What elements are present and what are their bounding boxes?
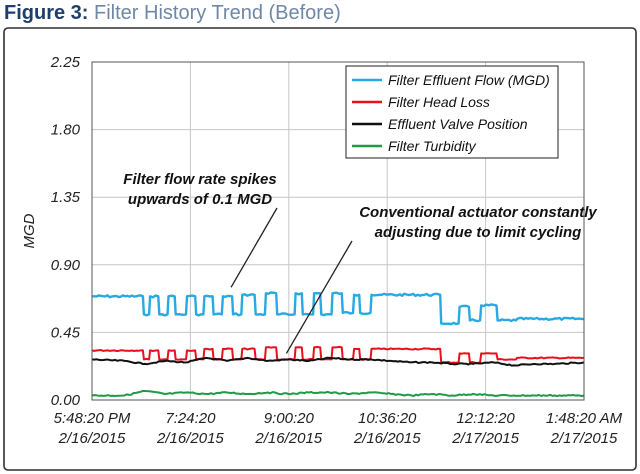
annotation-text: Conventional actuator constantly bbox=[359, 204, 597, 221]
x-tick-date: 2/16/2015 bbox=[58, 430, 126, 447]
x-tick-date: 2/16/2015 bbox=[254, 430, 322, 447]
annotation-leader-line bbox=[230, 207, 278, 288]
annotation-text: Filter flow rate spikes bbox=[123, 171, 276, 188]
y-tick-label: 1.80 bbox=[51, 122, 81, 139]
plot-area-border bbox=[91, 61, 585, 401]
x-tick-date: 2/16/2015 bbox=[156, 430, 224, 447]
series-line-filter-head-loss bbox=[91, 345, 585, 364]
series-lines bbox=[91, 291, 585, 398]
series-line-effluent-valve-position bbox=[91, 356, 585, 367]
axes: 0.00 0.45 0.90 1.35 1.80 2.25 5:48:20 PM 2/16/2… bbox=[21, 54, 623, 447]
legend: Filter Effluent Flow (MGD) Filter Head Lo… bbox=[345, 65, 559, 159]
x-tick-date: 2/17/2015 bbox=[550, 430, 618, 447]
series-line-filter-effluent-flow-mgd bbox=[92, 291, 585, 326]
y-tick-label: 1.35 bbox=[51, 189, 81, 206]
x-tick-time: 9:00:20 bbox=[264, 410, 315, 427]
y-tick-label: 0.90 bbox=[51, 257, 81, 274]
x-tick-time: 5:48:20 PM bbox=[54, 410, 131, 427]
x-tick-time: 12:12:20 bbox=[456, 410, 515, 427]
x-tick-date: 2/17/2015 bbox=[451, 430, 519, 447]
figure-caption: Figure 3: Filter History Trend (Before) bbox=[4, 0, 341, 26]
annotations: Filter flow rate spikes upwards of 0.1 MG… bbox=[123, 171, 597, 354]
y-axis-label: MGD bbox=[21, 213, 38, 248]
x-tick-date: 2/16/2015 bbox=[353, 430, 421, 447]
legend-label: Filter Turbidity bbox=[388, 138, 477, 154]
figure-label: Figure 3: bbox=[4, 2, 89, 24]
x-tick-time: 1:48:20 AM bbox=[546, 410, 623, 427]
x-tick-time: 10:36:20 bbox=[358, 410, 417, 427]
y-tick-label: 2.25 bbox=[50, 54, 81, 71]
legend-label: Filter Effluent Flow (MGD) bbox=[388, 72, 550, 88]
y-tick-label: 0.45 bbox=[51, 324, 81, 341]
annotation-text: adjusting due to limit cycling bbox=[375, 224, 582, 241]
annotation-leader-line bbox=[285, 240, 353, 354]
x-tick-time: 7:24:20 bbox=[165, 410, 216, 427]
legend-label: Effluent Valve Position bbox=[388, 116, 528, 132]
legend-box bbox=[345, 65, 559, 159]
annotation-text: upwards of 0.1 MGD bbox=[128, 191, 272, 208]
legend-label: Filter Head Loss bbox=[388, 94, 490, 110]
figure-title: Filter History Trend (Before) bbox=[94, 2, 341, 24]
y-tick-label: 0.00 bbox=[51, 392, 81, 409]
series-line-filter-turbidity bbox=[91, 390, 585, 398]
